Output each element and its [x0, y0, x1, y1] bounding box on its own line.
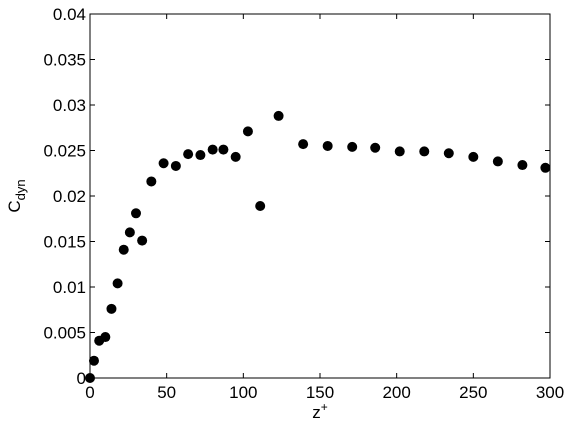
x-tick-label: 300 — [536, 383, 564, 402]
x-tick-label: 200 — [382, 383, 410, 402]
point — [322, 140, 333, 151]
point — [347, 141, 358, 152]
y-tick-label: 0.025 — [43, 142, 86, 161]
point — [242, 126, 253, 137]
y-tick-label: 0.015 — [43, 233, 86, 252]
y-tick-label: 0 — [77, 369, 86, 388]
point — [255, 201, 266, 212]
y-label-base: C — [5, 200, 24, 212]
point — [298, 139, 309, 150]
point — [146, 176, 157, 187]
point — [124, 227, 135, 238]
x-tick-label: 0 — [85, 383, 94, 402]
point — [370, 142, 381, 153]
x-axis-label: z+ — [312, 400, 328, 422]
y-tick-label: 0.02 — [53, 187, 86, 206]
y-tick-label: 0.01 — [53, 278, 86, 297]
point — [131, 208, 141, 219]
point — [106, 303, 117, 314]
x-tick-label: 150 — [306, 383, 334, 402]
y-tick-label: 0.03 — [53, 96, 86, 115]
point — [195, 150, 206, 161]
point — [540, 162, 551, 173]
y-tick-label: 0.035 — [43, 51, 86, 70]
point — [273, 110, 284, 121]
x-label-sup: + — [321, 400, 328, 414]
point — [88, 355, 99, 366]
y-tick-label: 0.005 — [43, 324, 86, 343]
point — [118, 244, 129, 255]
point — [218, 144, 229, 155]
point — [137, 235, 148, 246]
point — [85, 373, 95, 383]
point — [517, 160, 528, 171]
point — [158, 158, 169, 169]
point — [492, 156, 503, 167]
x-tick-label: 250 — [459, 383, 487, 402]
point — [207, 144, 218, 155]
point — [468, 151, 479, 162]
point — [394, 146, 405, 157]
point — [170, 160, 181, 171]
point — [183, 149, 194, 160]
point — [112, 278, 123, 289]
point — [443, 148, 454, 159]
point — [230, 151, 241, 162]
y-axis-label: Cdyn — [5, 179, 28, 212]
point — [100, 332, 111, 343]
plot-frame — [89, 13, 551, 379]
point — [419, 146, 430, 157]
y-tick-label: 0.04 — [53, 5, 86, 24]
y-label-sub: dyn — [13, 179, 28, 200]
x-tick-label: 100 — [229, 383, 257, 402]
x-tick-label: 50 — [157, 383, 176, 402]
x-label-base: z — [312, 403, 321, 422]
